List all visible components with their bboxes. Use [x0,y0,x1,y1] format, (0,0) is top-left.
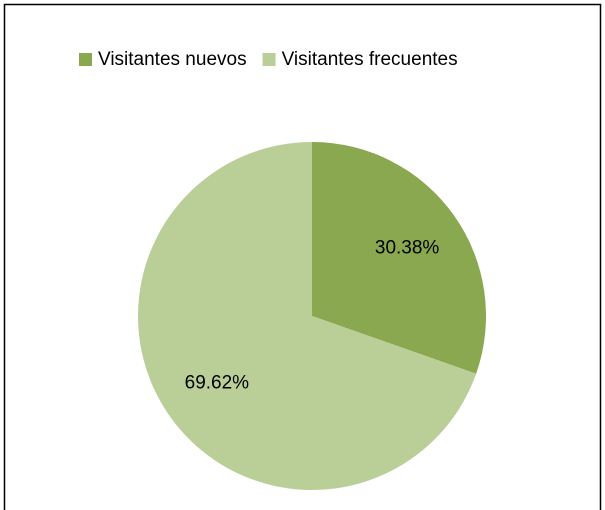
legend-label: Visitantes nuevos [98,49,247,70]
pie-slice [312,142,487,374]
legend-swatch [262,53,276,66]
data-label: 30.38% [375,238,440,259]
legend-swatch [79,53,92,66]
legend-label: Visitantes frecuentes [282,49,458,70]
pie-slice [137,142,477,490]
data-label: 69.62% [185,372,250,393]
